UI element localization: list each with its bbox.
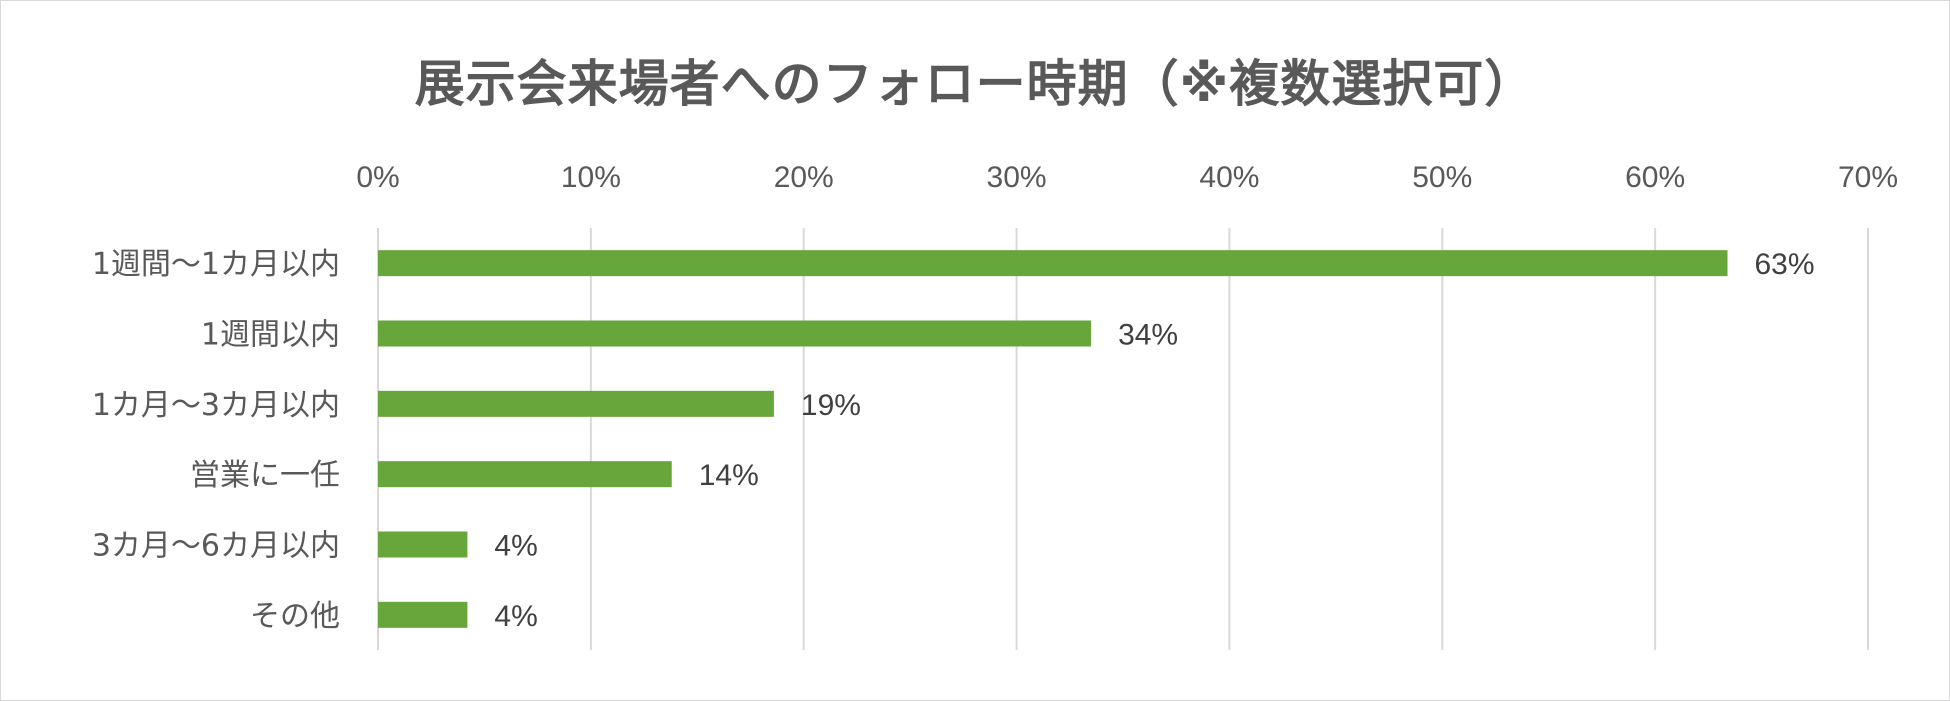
x-tick-label: 60%	[1625, 161, 1685, 194]
x-axis-ticks: 0% 10% 20% 30% 40% 50% 60% 70%	[356, 161, 1898, 194]
category-label: 1週間～1カ月以内	[92, 247, 340, 282]
bar	[378, 531, 468, 558]
data-label: 4%	[494, 530, 537, 563]
x-tick-label: 20%	[774, 161, 834, 194]
x-tick-label: 30%	[987, 161, 1047, 194]
category-label: その他	[250, 599, 340, 634]
x-tick-label: 40%	[1199, 161, 1259, 194]
x-tick-label: 70%	[1838, 161, 1898, 194]
category-label: 営業に一任	[190, 458, 340, 493]
category-label: 3カ月～6カ月以内	[92, 529, 340, 564]
data-label: 4%	[494, 600, 537, 633]
bar	[378, 461, 672, 488]
data-label: 19%	[801, 389, 861, 422]
gridlines	[377, 228, 1869, 650]
chart-title: 展示会来場者へのフォロー時期（※複数選択可）	[414, 55, 1536, 113]
data-label: 34%	[1118, 319, 1178, 352]
category-label: 1週間以内	[201, 318, 340, 353]
bar	[378, 390, 774, 417]
x-tick-label: 50%	[1412, 161, 1472, 194]
category-label: 1カ月～3カ月以内	[92, 388, 340, 423]
bar	[378, 320, 1092, 347]
data-label: 63%	[1755, 248, 1815, 281]
bar	[378, 601, 468, 628]
data-label: 14%	[699, 459, 759, 492]
bar	[378, 250, 1728, 277]
bars	[378, 250, 1728, 628]
data-labels: 63% 34% 19% 14% 4% 4%	[494, 248, 1814, 633]
x-tick-label: 10%	[561, 161, 621, 194]
x-tick-label: 0%	[356, 161, 399, 194]
